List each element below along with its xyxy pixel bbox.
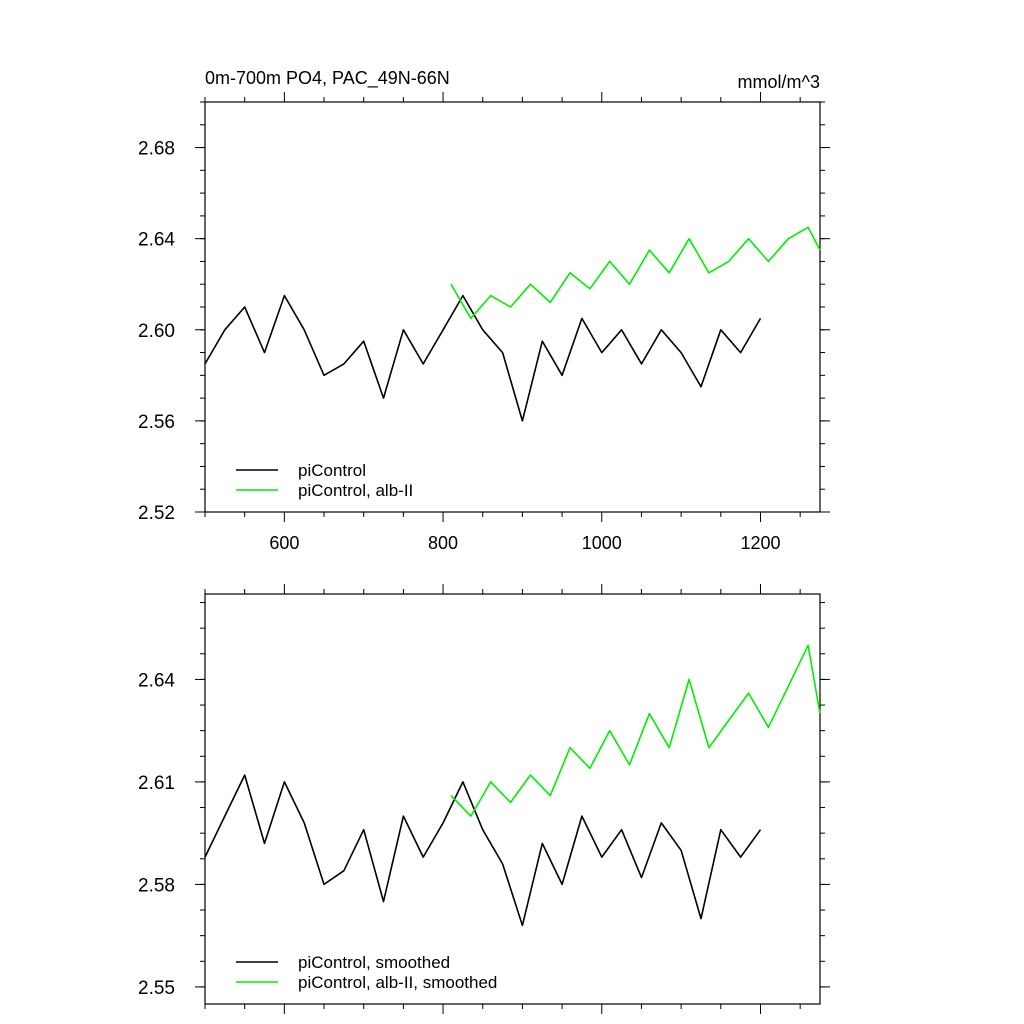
top-y-tick-label: 2.68 — [138, 139, 175, 160]
top-legend: piControl piControl, alb-II — [236, 461, 413, 500]
top-y-tick-label: 2.64 — [138, 230, 175, 251]
bottom-y-tick-label: 2.55 — [138, 978, 175, 999]
top-series-line-0 — [204, 294, 762, 422]
top-axis-ticks: 600 800 1000 1200 2.52 2.56 2.60 2.64 2.68 — [138, 92, 830, 553]
top-chart-title: 0m-700m PO4, PAC_49N-66N — [205, 68, 450, 89]
top-legend-label-picontrol: piControl — [298, 461, 366, 480]
bottom-y-tick-label: 2.64 — [138, 670, 175, 691]
bottom-legend-label-albii: piControl, alb-II, smoothed — [298, 973, 497, 992]
top-x-tick-label: 1200 — [740, 533, 780, 553]
top-chart-units: mmol/m^3 — [738, 72, 820, 92]
top-y-tick-label: 2.56 — [138, 412, 175, 433]
top-series-line-1 — [450, 226, 821, 320]
bottom-legend-label-picontrol: piControl, smoothed — [298, 953, 450, 972]
top-series-lines — [204, 226, 821, 422]
top-x-tick-label: 800 — [428, 533, 458, 553]
top-y-tick-label: 2.52 — [138, 503, 175, 524]
bottom-plot-frame — [204, 593, 821, 1005]
top-y-tick-label: 2.60 — [138, 321, 175, 342]
top-legend-label-albii: piControl, alb-II — [298, 481, 413, 500]
bottom-series-line-1 — [450, 644, 821, 817]
bottom-panel: 2.55 2.58 2.61 2.64 piControl, smoothed piC… — [138, 584, 830, 1014]
top-plot-frame — [204, 101, 821, 513]
bottom-series-lines — [204, 644, 821, 927]
bottom-series-line-0 — [204, 774, 762, 927]
bottom-axis-ticks: 2.55 2.58 2.61 2.64 — [138, 584, 830, 1014]
top-x-tick-label: 1000 — [582, 533, 622, 553]
top-panel: 0m-700m PO4, PAC_49N-66N mmol/m^3 600 800… — [138, 68, 830, 553]
bottom-legend: piControl, smoothed piControl, alb-II, s… — [236, 953, 497, 992]
bottom-y-tick-label: 2.58 — [138, 875, 175, 896]
bottom-y-tick-label: 2.61 — [138, 773, 175, 794]
top-x-tick-label: 600 — [269, 533, 299, 553]
